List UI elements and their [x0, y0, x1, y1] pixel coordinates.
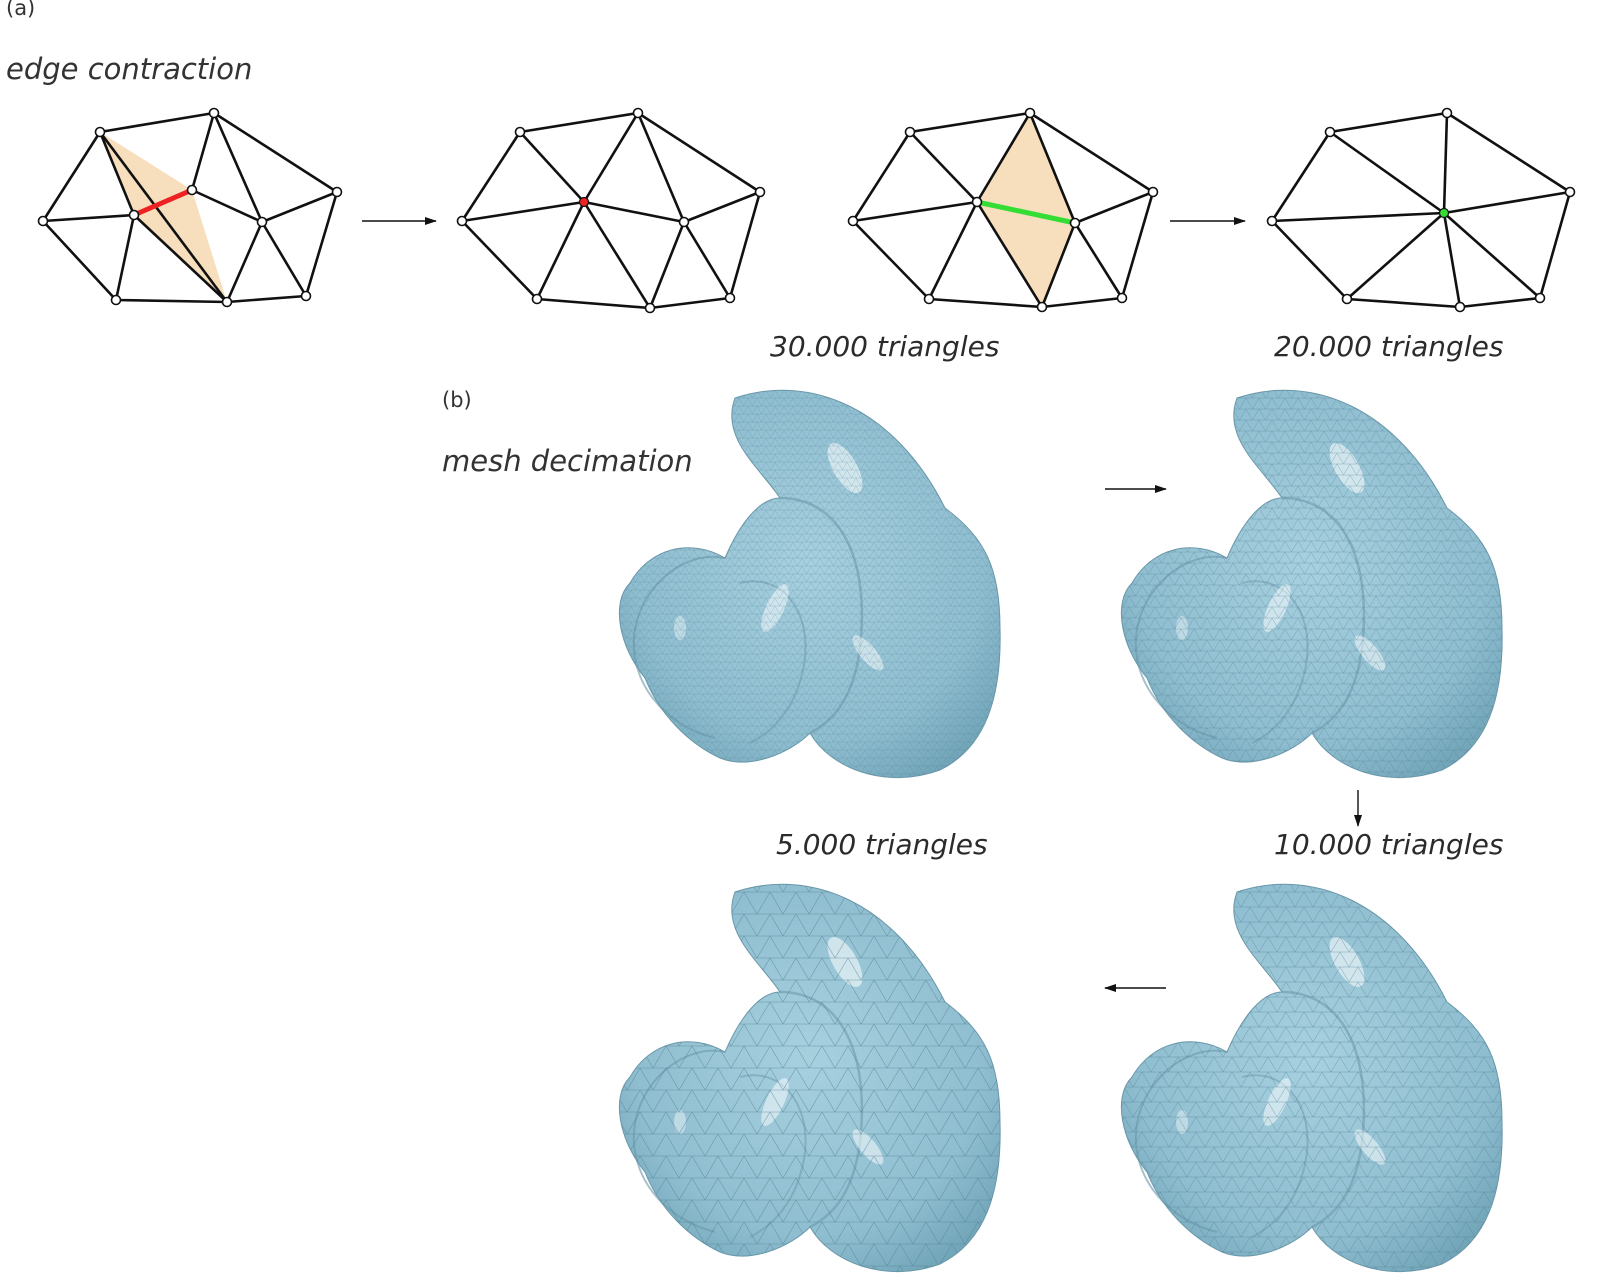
- merged-vertex-green: [1438, 207, 1450, 219]
- stage-label-30000: 30.000 triangles: [770, 330, 1000, 363]
- contraction-after-1: [456, 107, 766, 314]
- contraction-after-2: [1266, 107, 1576, 313]
- panel-a-tag: (a): [6, 0, 36, 20]
- mesh-5000: [618, 882, 1002, 1273]
- mesh-10000: [1120, 882, 1504, 1273]
- mesh-20000: [1120, 388, 1504, 779]
- contracted-edge-red: [133, 187, 193, 218]
- contraction-before-2: [847, 107, 1159, 313]
- panel-b-title: mesh decimation: [442, 444, 693, 478]
- contraction-before-1: [37, 107, 343, 308]
- stage-label-5000: 5.000 triangles: [776, 828, 988, 861]
- stage-label-10000: 10.000 triangles: [1274, 828, 1504, 861]
- mesh-30000: [618, 388, 1002, 779]
- stage-label-20000: 20.000 triangles: [1274, 330, 1504, 363]
- contracted-edge-green: [976, 199, 1076, 226]
- panel-a-title: edge contraction: [6, 52, 253, 86]
- panel-b-tag: (b): [442, 388, 472, 412]
- merged-vertex-red: [578, 196, 590, 208]
